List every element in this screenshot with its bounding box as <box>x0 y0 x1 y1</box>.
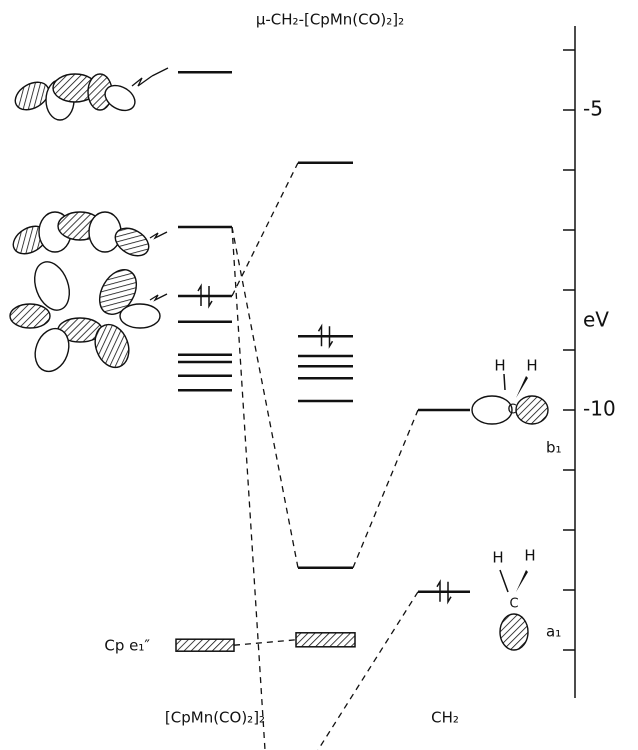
cp-band <box>296 633 355 647</box>
correlation-line <box>232 163 298 296</box>
correlation-line <box>353 410 418 568</box>
diagram-title: μ-CH₂-[CpMn(CO)₂]₂ <box>256 11 404 29</box>
orbital-sketch-2 <box>8 212 167 261</box>
orbital-sketch-3 <box>10 257 167 376</box>
atom-label: C <box>507 403 516 418</box>
ch2-b1-sketch: H H C <box>472 357 548 425</box>
orbital-sketch-1 <box>10 68 168 120</box>
correlation-line <box>234 640 296 645</box>
atom-label: H <box>494 357 505 375</box>
right-column-label: CH₂ <box>431 709 459 727</box>
atom-label: H <box>526 357 537 375</box>
tick-label: -10 <box>583 397 616 421</box>
ch2-a1-sketch: H H C <box>492 547 535 651</box>
left-column-label: [CpMn(CO)₂]₂ <box>165 709 265 727</box>
atom-label: H <box>524 547 535 565</box>
atom-label: C <box>509 597 518 612</box>
band-label: Cp e₁″ <box>104 637 150 655</box>
axis-label: eV <box>583 308 609 332</box>
atom-label: H <box>492 549 503 567</box>
orbital-label: a₁ <box>546 623 561 641</box>
mo-diagram: μ-CH₂-[CpMn(CO)₂]₂ [CpMn(CO)₂]₂ CH₂ Cp e… <box>0 0 638 750</box>
tick-label: -5 <box>583 97 603 121</box>
correlation-line <box>232 227 298 568</box>
cp-band <box>176 639 234 651</box>
correlation-line <box>318 592 418 750</box>
correlation-line <box>232 227 265 750</box>
orbital-label: b₁ <box>546 439 562 457</box>
